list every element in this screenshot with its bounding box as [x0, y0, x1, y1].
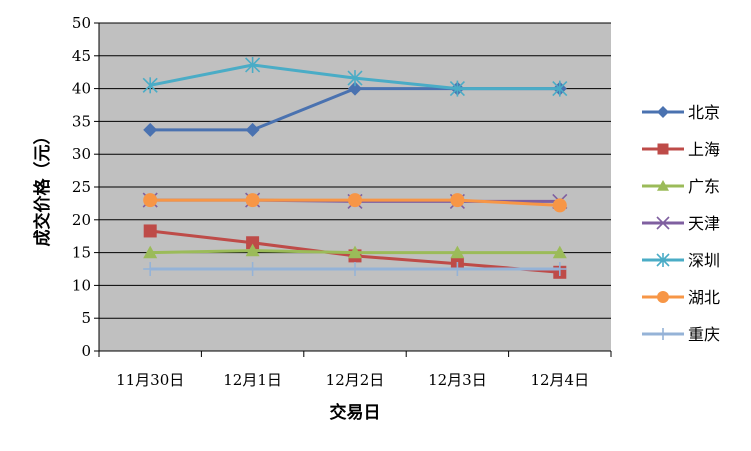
data-point	[245, 193, 260, 208]
x-tick-label: 11月30日	[116, 371, 184, 389]
data-point	[449, 80, 465, 97]
data-point	[245, 243, 260, 257]
legend-item[interactable]: 广东	[642, 177, 720, 196]
data-point	[347, 70, 363, 87]
x-tick-label: 12月4日	[530, 371, 589, 389]
legend-item[interactable]: 重庆	[642, 325, 720, 344]
legend-item[interactable]: 北京	[642, 103, 720, 122]
series-4	[142, 56, 568, 97]
y-tick-label: 5	[81, 309, 91, 327]
data-point	[552, 262, 567, 276]
legend-item[interactable]: 湖北	[642, 288, 720, 307]
data-point	[348, 245, 362, 259]
legend-item[interactable]: 深圳	[642, 251, 720, 270]
x-tick-label: 12月1日	[223, 371, 282, 389]
data-point	[245, 262, 260, 276]
grid-lines	[99, 22, 611, 352]
data-point	[143, 193, 158, 208]
series-5	[143, 193, 567, 213]
y-tick-label: 20	[72, 211, 91, 229]
series-layer	[142, 56, 568, 279]
legend-marker	[657, 291, 669, 303]
y-axis-title: 成交价格（元）	[32, 128, 53, 247]
data-point	[348, 193, 362, 208]
data-point	[246, 236, 260, 250]
data-point	[552, 80, 568, 97]
legend-marker	[657, 180, 669, 191]
y-tick-label: 40	[72, 80, 91, 98]
data-point	[348, 262, 362, 276]
legend-label: 深圳	[688, 251, 720, 270]
y-tick-label: 45	[72, 47, 91, 65]
data-point	[143, 245, 158, 259]
data-point	[142, 77, 158, 94]
legend-item[interactable]: 上海	[642, 140, 720, 159]
y-tick-label: 30	[72, 145, 91, 163]
data-point	[245, 122, 260, 137]
x-tick-label: 12月2日	[326, 371, 385, 389]
data-point	[348, 81, 362, 96]
data-point	[450, 193, 465, 208]
y-tick-label: 15	[72, 244, 91, 262]
data-point	[143, 122, 158, 137]
data-point	[450, 245, 465, 259]
legend-label: 重庆	[688, 325, 720, 344]
series-6	[143, 262, 567, 276]
legend-label: 湖北	[688, 288, 720, 307]
y-tick-label: 25	[72, 178, 91, 196]
legend-label: 上海	[688, 140, 720, 159]
y-tick-label: 10	[72, 276, 91, 294]
data-point	[450, 262, 465, 276]
data-point	[552, 198, 567, 213]
legend-marker	[656, 253, 670, 267]
data-point	[143, 262, 158, 276]
x-axis-title: 交易日	[330, 402, 381, 423]
y-tick-label: 35	[72, 112, 91, 130]
legend-marker	[657, 143, 669, 155]
y-tick-label: 50	[72, 14, 91, 32]
legend-label: 天津	[688, 214, 720, 233]
x-tick-label: 12月3日	[428, 371, 487, 389]
axes: 0 5 10 15 20 25 30 35 40 45 50 11月30日 12月1日 12月2日 12月3…	[72, 14, 612, 389]
y-tick-label: 0	[81, 342, 91, 360]
data-point	[245, 56, 261, 73]
legend-marker	[656, 216, 670, 230]
data-point	[143, 224, 157, 238]
legend-marker	[657, 328, 669, 340]
legend-item[interactable]: 天津	[642, 214, 720, 233]
legend-label: 北京	[688, 103, 720, 122]
legend-label: 广东	[688, 177, 720, 196]
data-point	[552, 245, 567, 259]
legend-marker	[657, 106, 669, 118]
series-2	[143, 243, 567, 259]
